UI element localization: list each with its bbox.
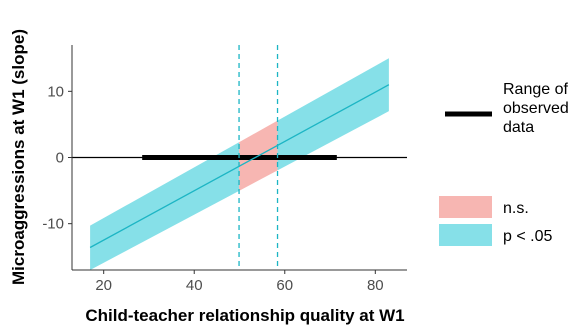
legend-observed-range-label-line: observed [503,100,569,117]
legend-observed-range-label-line: Range of [503,81,568,98]
ci-band-significant-low [90,142,240,270]
legend-ns-label: n.s. [503,200,529,217]
x-tick-label: 40 [186,277,203,294]
y-tick-label: 0 [56,150,64,167]
x-tick-label: 60 [276,277,293,294]
y-tick-label: -10 [42,216,64,233]
legend: Range of observed data n.s. p < .05 [439,81,569,246]
y-tick-label: 10 [47,83,64,100]
simple-slope-line [89,84,390,249]
y-axis-title: Microaggressions at W1 (slope) [9,29,28,285]
legend-observed-range-label: Range of observed data [503,81,569,136]
x-tick-label: 20 [95,277,112,294]
legend-ns-swatch [439,196,492,218]
axis-layer: 20 40 60 80 -10 0 10 [42,45,407,294]
legend-sig-swatch [439,224,492,246]
plot-layer [72,45,407,270]
x-tick-label: 80 [367,277,384,294]
x-axis-title: Child-teacher relationship quality at W1 [85,306,404,325]
legend-observed-range-label-line: data [503,119,534,136]
legend-sig-label: p < .05 [503,228,552,245]
